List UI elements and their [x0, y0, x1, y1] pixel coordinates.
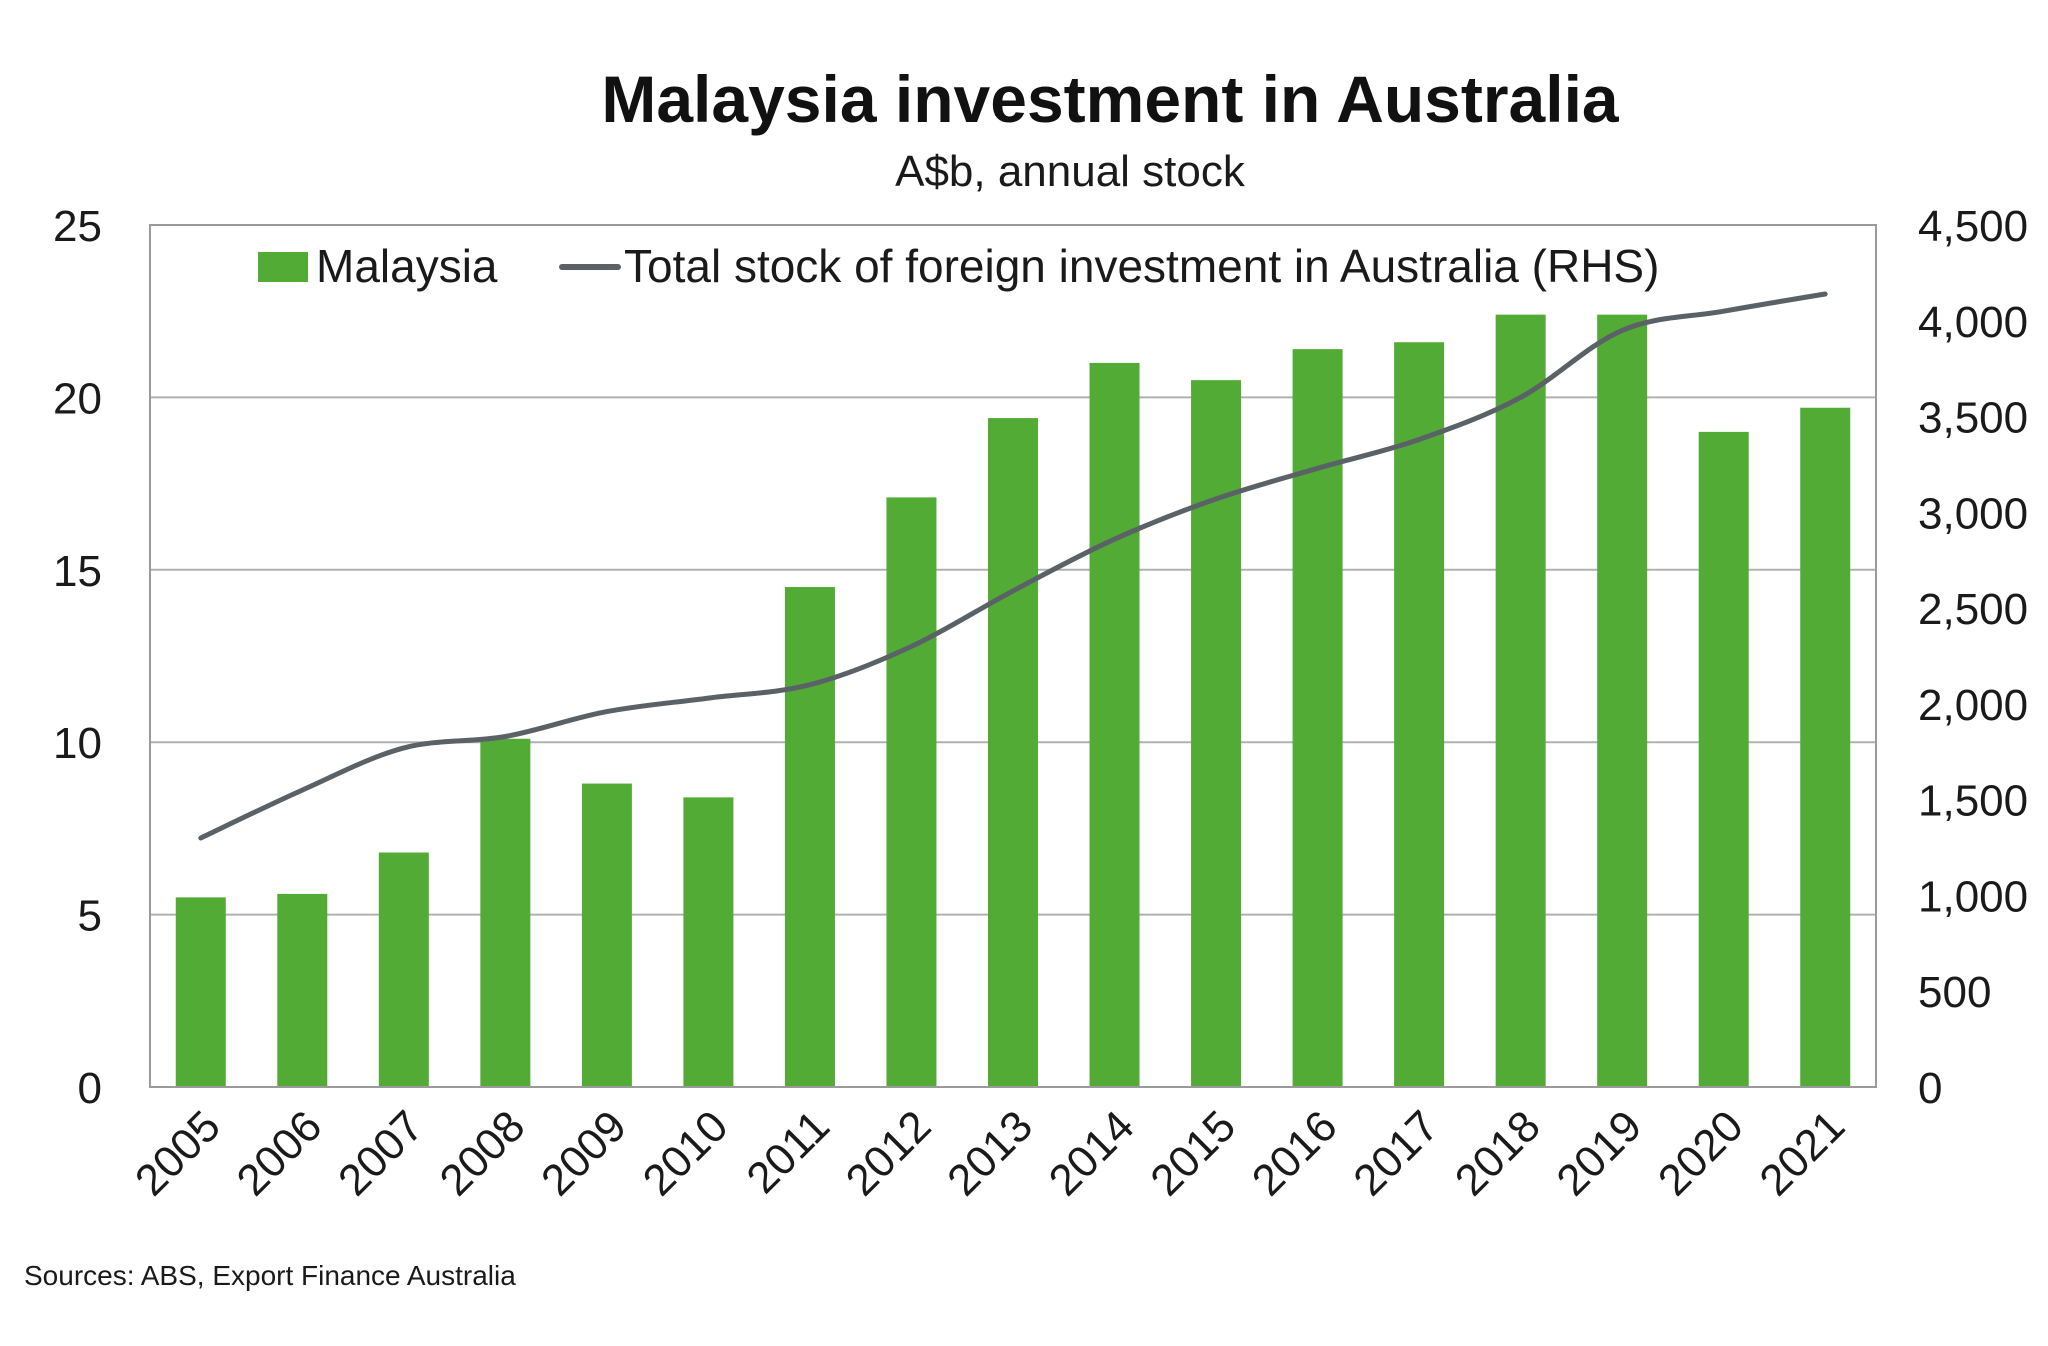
x-axis-tick-label: 2008 [431, 1101, 535, 1205]
x-axis-tick-label: 2016 [1243, 1101, 1347, 1205]
bar-2021 [1800, 407, 1851, 1087]
chart-subtitle: A$b, annual stock [895, 147, 1246, 196]
bar-2006 [277, 893, 328, 1087]
bar-2010 [683, 797, 734, 1087]
right-axis-tick-label: 4,000 [1918, 298, 2028, 347]
right-axis-tick-label: 1,000 [1918, 872, 2028, 921]
plot-area-frame [149, 224, 1877, 1088]
bar-2019 [1597, 314, 1648, 1087]
right-axis-tick-label: 3,000 [1918, 489, 2028, 538]
x-axis-tick-label: 2010 [634, 1101, 738, 1205]
bar-2005 [175, 897, 226, 1087]
bar-2007 [378, 852, 429, 1087]
x-axis-tick-label: 2005 [126, 1101, 230, 1205]
source-note: Sources: ABS, Export Finance Australia [24, 1260, 516, 1291]
line-series-total-stock [198, 291, 1828, 841]
x-axis-tick-label: 2021 [1750, 1101, 1854, 1205]
bar-2016 [1292, 349, 1343, 1087]
right-axis-ticks: 0 500 1,000 1,500 2,000 2,500 3,000 3,500 4,000 4… [1918, 202, 2028, 1113]
x-axis-tick-label: 2019 [1547, 1101, 1651, 1205]
x-axis-tick-label: 2014 [1040, 1101, 1144, 1205]
bar-2014 [1089, 362, 1140, 1087]
x-axis-tick-label: 2017 [1344, 1101, 1448, 1205]
bar-2017 [1394, 342, 1445, 1087]
bar-2009 [581, 783, 632, 1087]
x-axis-tick-label: 2020 [1649, 1101, 1753, 1205]
left-axis-tick-label: 0 [78, 1064, 102, 1113]
bar-2015 [1191, 380, 1242, 1087]
legend: Malaysia Total stock of foreign investme… [258, 240, 1659, 292]
legend-swatch-malaysia [258, 252, 308, 282]
x-axis-tick-label: 2007 [329, 1101, 433, 1205]
right-axis-tick-label: 500 [1918, 968, 1991, 1017]
x-axis-tick-label: 2013 [938, 1101, 1042, 1205]
bar-2013 [988, 418, 1038, 1087]
x-axis-tick-label: 2015 [1141, 1101, 1245, 1205]
right-axis-tick-label: 2,500 [1918, 585, 2028, 634]
left-axis-tick-label: 15 [53, 547, 102, 596]
left-axis-ticks: 0 5 10 15 20 25 [53, 202, 102, 1113]
bar-2018 [1495, 314, 1546, 1087]
legend-label-total-stock: Total stock of foreign investment in Aus… [624, 240, 1659, 292]
x-axis-tick-label: 2011 [737, 1101, 839, 1203]
right-axis-tick-label: 2,000 [1918, 681, 2028, 730]
bar-series-malaysia [175, 314, 1851, 1088]
bar-2012 [886, 497, 937, 1088]
right-axis-tick-label: 0 [1918, 1064, 1942, 1113]
left-axis-tick-label: 5 [78, 892, 102, 941]
legend-label-malaysia: Malaysia [316, 240, 498, 292]
left-axis-tick-label: 25 [53, 202, 102, 251]
right-axis-tick-label: 1,500 [1918, 777, 2028, 826]
bar-2008 [480, 738, 531, 1087]
left-axis-tick-label: 20 [53, 374, 102, 423]
chart-title: Malaysia investment in Australia [601, 62, 1620, 136]
x-axis-tick-label: 2006 [227, 1101, 331, 1205]
right-axis-tick-label: 3,500 [1918, 394, 2028, 443]
x-axis-tick-label: 2009 [532, 1101, 636, 1205]
bar-2020 [1698, 431, 1749, 1087]
bar-2011 [784, 587, 835, 1087]
left-axis-tick-label: 10 [53, 719, 102, 768]
x-axis-tick-label: 2012 [837, 1101, 941, 1205]
x-axis-tick-label: 2018 [1446, 1101, 1550, 1205]
right-axis-tick-label: 4,500 [1918, 202, 2028, 251]
